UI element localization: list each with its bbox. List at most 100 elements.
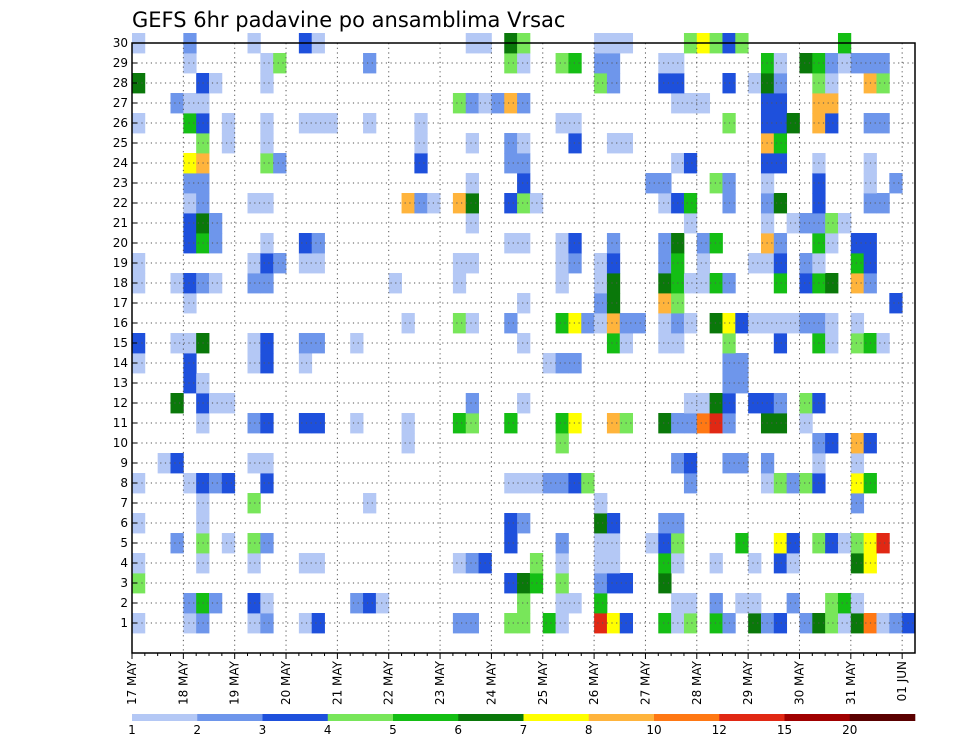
cell-m2-t18 (363, 593, 377, 614)
cell-m20-t45 (709, 233, 723, 254)
cell-m20-t29 (504, 233, 518, 254)
y-tick-label-6: 6 (120, 516, 128, 530)
cell-m28-t41 (658, 73, 672, 94)
cell-m25-t30 (517, 133, 531, 154)
cell-m19-t9 (247, 253, 261, 274)
y-tick-label-22: 22 (113, 196, 128, 210)
cell-m18-t44 (696, 273, 711, 294)
cell-m18-t41 (658, 273, 672, 294)
cell-m17-t30 (517, 293, 531, 314)
cell-m28-t36 (594, 73, 608, 94)
cell-m26-t15 (324, 113, 338, 134)
cell-m8-t50 (773, 473, 788, 494)
cell-m9-t47 (735, 453, 749, 474)
x-axis: 17 MAY 18 MAY 19 MAY 20 MAY 21 MAY 22 MAY 23 M… (125, 653, 909, 705)
cell-m21-t52 (799, 213, 813, 234)
cell-m5-t7 (221, 533, 236, 554)
cell-m5-t37 (606, 533, 621, 554)
cell-m19-t26 (465, 253, 479, 274)
x-tick-label-9: 26 MAY (587, 660, 601, 705)
x-tick-label-2: 19 MAY (228, 660, 242, 705)
cell-m21-t4 (183, 213, 197, 234)
cell-m1-t14 (311, 613, 325, 634)
cell-m4-t50 (773, 553, 788, 574)
cell-m2-t33 (555, 593, 569, 614)
cell-m17-t36 (594, 293, 608, 314)
cell-m1-t59 (889, 613, 903, 634)
cell-m16-t29 (504, 313, 518, 334)
cell-m18-t54 (825, 273, 839, 294)
cell-m28-t58 (876, 73, 890, 94)
cell-m12-t26 (465, 393, 479, 414)
cell-m18-t33 (555, 273, 569, 294)
cell-m8-t30 (517, 473, 531, 494)
cell-m25-t7 (221, 133, 236, 154)
x-tick-label-3: 20 MAY (279, 660, 293, 705)
cell-m18-t45 (709, 273, 723, 294)
cell-m4-t25 (452, 553, 467, 574)
x-tick-label-0: 17 MAY (125, 660, 139, 705)
cell-m26-t7 (221, 113, 236, 134)
cell-m12-t43 (683, 393, 698, 414)
cell-m11-t45 (709, 413, 723, 434)
y-tick-label-14: 14 (113, 356, 128, 370)
x-tick-label-14: 31 MAY (844, 660, 858, 705)
cell-m25-t37 (606, 133, 621, 154)
cell-m15-t30 (517, 333, 531, 354)
legend-swatch-0 (132, 714, 198, 721)
cell-m4-t14 (311, 553, 325, 574)
cell-m19-t44 (696, 253, 711, 274)
cell-m8-t34 (568, 473, 582, 494)
cell-m26-t33 (555, 113, 569, 134)
y-tick-label-29: 29 (113, 56, 128, 70)
legend-label-10: 15 (777, 723, 792, 737)
cell-m26-t13 (298, 113, 313, 134)
cell-m22-t50 (773, 193, 788, 214)
cell-m10-t54 (825, 433, 839, 454)
cell-m22-t30 (517, 193, 531, 214)
cell-m1-t32 (542, 613, 556, 634)
legend-label-1: 2 (193, 723, 201, 737)
cell-m23-t41 (658, 173, 672, 194)
cell-m1-t37 (606, 613, 621, 634)
cell-m21-t43 (683, 213, 698, 234)
cell-m16-t26 (465, 313, 479, 334)
y-tick-label-20: 20 (113, 236, 128, 250)
cell-m19-t13 (298, 253, 313, 274)
cell-m18-t36 (594, 273, 608, 294)
cell-m21-t6 (209, 213, 223, 234)
cell-m6-t30 (517, 513, 531, 534)
cell-m18-t0 (132, 273, 146, 294)
cell-m15-t41 (658, 333, 672, 354)
cell-m1-t30 (517, 613, 531, 634)
cell-m7-t18 (363, 493, 377, 514)
chart-title: GEFS 6hr padavine po ansamblima Vrsac (132, 8, 565, 32)
cell-m26-t14 (311, 113, 325, 134)
y-tick-label-16: 16 (113, 316, 128, 330)
y-tick-label-28: 28 (113, 76, 128, 90)
y-tick-label-4: 4 (120, 556, 128, 570)
cell-m15-t50 (773, 333, 788, 354)
cell-m14-t4 (183, 353, 197, 374)
cell-m23-t4 (183, 173, 197, 194)
cell-m19-t48 (748, 253, 762, 274)
cell-m8-t0 (132, 473, 146, 494)
cell-m15-t3 (170, 333, 184, 354)
cell-m4-t56 (850, 553, 865, 574)
cell-m25-t29 (504, 133, 518, 154)
y-tick-label-3: 3 (120, 576, 128, 590)
plot-frame (131, 42, 916, 654)
cell-m25-t34 (568, 133, 582, 154)
cell-m2-t56 (850, 593, 865, 614)
cell-m5-t58 (876, 533, 890, 554)
cell-m20-t34 (568, 233, 582, 254)
y-tick-label-10: 10 (113, 436, 128, 450)
cell-m18-t50 (773, 273, 788, 294)
cell-m20-t56 (850, 233, 865, 254)
cell-m4-t0 (132, 553, 146, 574)
cell-m9-t3 (170, 453, 184, 474)
cell-m2-t55 (837, 593, 852, 614)
cell-m29-t52 (799, 53, 813, 74)
cell-m27-t29 (504, 93, 518, 114)
cell-m2-t54 (825, 593, 839, 614)
